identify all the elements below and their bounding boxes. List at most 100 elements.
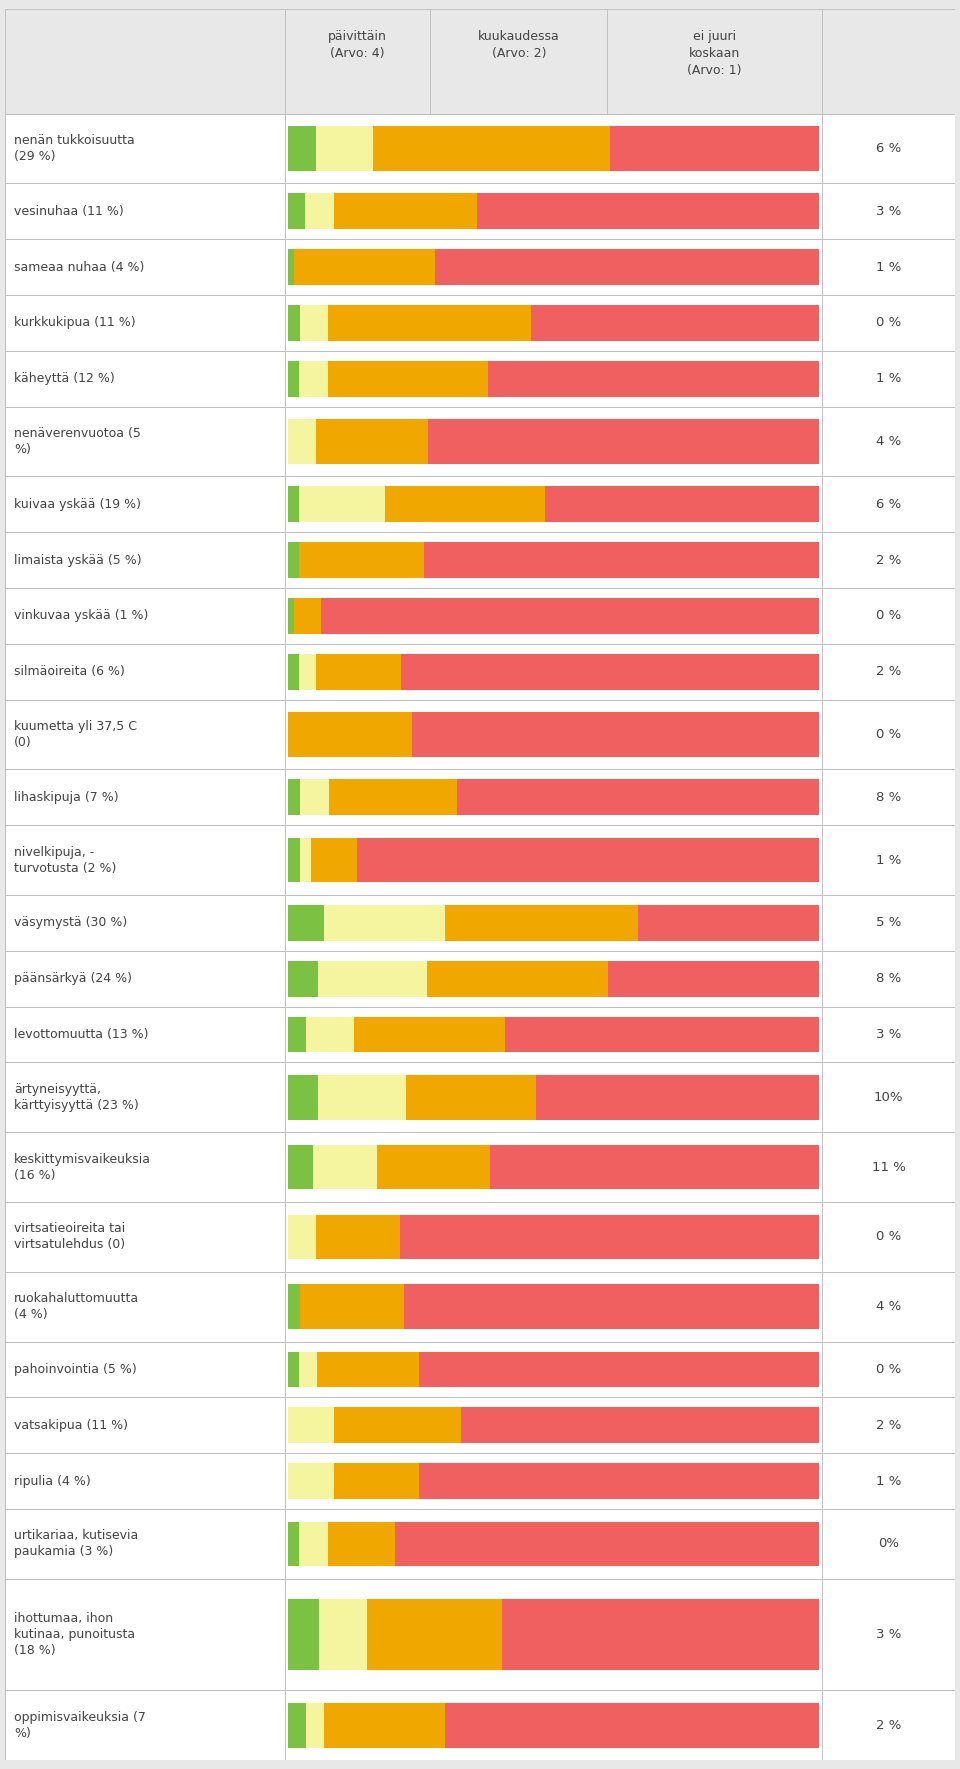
Bar	[5, 9, 285, 113]
Text: ei juuri
koskaan
(Arvo: 1): ei juuri koskaan (Arvo: 1)	[687, 30, 742, 76]
Bar	[300, 1352, 317, 1387]
Bar	[531, 304, 819, 341]
Bar	[406, 1076, 536, 1120]
Bar	[288, 304, 300, 341]
Bar	[5, 476, 285, 532]
Bar	[822, 1578, 955, 1691]
Bar	[428, 419, 819, 463]
Bar	[288, 1076, 318, 1120]
Bar	[285, 1007, 822, 1063]
Bar	[5, 1578, 285, 1691]
Bar	[822, 184, 955, 239]
Bar	[285, 476, 822, 532]
Bar	[318, 1076, 406, 1120]
Bar	[5, 295, 285, 350]
Text: 1 %: 1 %	[876, 854, 901, 867]
Bar	[488, 361, 819, 396]
Bar	[5, 1452, 285, 1509]
Bar	[5, 350, 285, 407]
Bar	[285, 770, 822, 824]
Bar	[319, 1599, 368, 1670]
Bar	[5, 770, 285, 824]
Bar	[288, 906, 324, 941]
Text: 1 %: 1 %	[876, 371, 901, 386]
Bar	[285, 824, 822, 895]
Bar	[285, 1272, 822, 1341]
Bar	[822, 1398, 955, 1452]
Bar	[822, 407, 955, 476]
Text: 3 %: 3 %	[876, 205, 901, 218]
Bar	[401, 655, 819, 690]
Bar	[822, 1509, 955, 1578]
Text: limaista yskää (5 %): limaista yskää (5 %)	[14, 554, 142, 566]
Bar	[316, 126, 372, 172]
Bar	[294, 598, 322, 633]
Bar	[324, 1704, 445, 1748]
Text: 2 %: 2 %	[876, 1419, 901, 1431]
Bar	[435, 249, 819, 285]
Bar	[334, 1463, 420, 1498]
Bar	[638, 906, 819, 941]
Bar	[300, 1284, 403, 1329]
Bar	[5, 1132, 285, 1201]
Bar	[5, 644, 285, 699]
Text: nenän tukkoisuutta
(29 %): nenän tukkoisuutta (29 %)	[14, 134, 135, 163]
Bar	[285, 184, 822, 239]
Bar	[5, 532, 285, 587]
Bar	[300, 655, 316, 690]
Bar	[822, 699, 955, 770]
Bar	[285, 587, 822, 644]
Text: 8 %: 8 %	[876, 791, 901, 803]
Bar	[285, 895, 822, 950]
Bar	[288, 1704, 306, 1748]
Bar	[300, 780, 329, 816]
Bar	[5, 407, 285, 476]
Bar	[306, 1704, 324, 1748]
Bar	[288, 249, 294, 285]
Bar	[316, 419, 428, 463]
Bar	[420, 1463, 819, 1498]
Bar	[5, 1007, 285, 1063]
Text: ihottumaa, ihon
kutinaa, punoitusta
(18 %): ihottumaa, ihon kutinaa, punoitusta (18 …	[14, 1612, 135, 1658]
Bar	[285, 350, 822, 407]
Text: päänsärkyä (24 %): päänsärkyä (24 %)	[14, 973, 132, 985]
Bar	[285, 644, 822, 699]
Bar	[285, 239, 822, 295]
Text: 0%: 0%	[878, 1537, 900, 1550]
Bar	[285, 1201, 822, 1272]
Bar	[285, 295, 822, 350]
Bar	[288, 541, 300, 578]
Bar	[461, 1408, 819, 1444]
Bar	[502, 1599, 819, 1670]
Bar	[5, 699, 285, 770]
Bar	[5, 184, 285, 239]
Bar	[476, 193, 819, 228]
Text: pahoinvointia (5 %): pahoinvointia (5 %)	[14, 1362, 137, 1376]
Bar	[285, 1578, 822, 1691]
Bar	[288, 1599, 319, 1670]
Bar	[5, 113, 285, 184]
Bar	[5, 1398, 285, 1452]
Bar	[354, 1017, 505, 1053]
Bar	[5, 1691, 285, 1760]
Bar	[822, 1452, 955, 1509]
Bar	[427, 961, 608, 996]
Text: kuivaa yskää (19 %): kuivaa yskää (19 %)	[14, 497, 141, 511]
Bar	[300, 839, 311, 883]
Bar	[300, 1521, 327, 1566]
Bar	[611, 126, 819, 172]
Bar	[445, 1704, 819, 1748]
Text: 0 %: 0 %	[876, 1231, 901, 1244]
Bar	[288, 419, 316, 463]
Bar	[5, 587, 285, 644]
Bar	[285, 1063, 822, 1132]
Bar	[505, 1017, 819, 1053]
Bar	[822, 950, 955, 1007]
Bar	[288, 655, 300, 690]
Text: vinkuvaa yskää (1 %): vinkuvaa yskää (1 %)	[14, 609, 149, 623]
Bar	[288, 486, 300, 522]
Bar	[285, 113, 822, 184]
Bar	[536, 1076, 819, 1120]
Bar	[300, 304, 328, 341]
Text: 6 %: 6 %	[876, 497, 901, 511]
